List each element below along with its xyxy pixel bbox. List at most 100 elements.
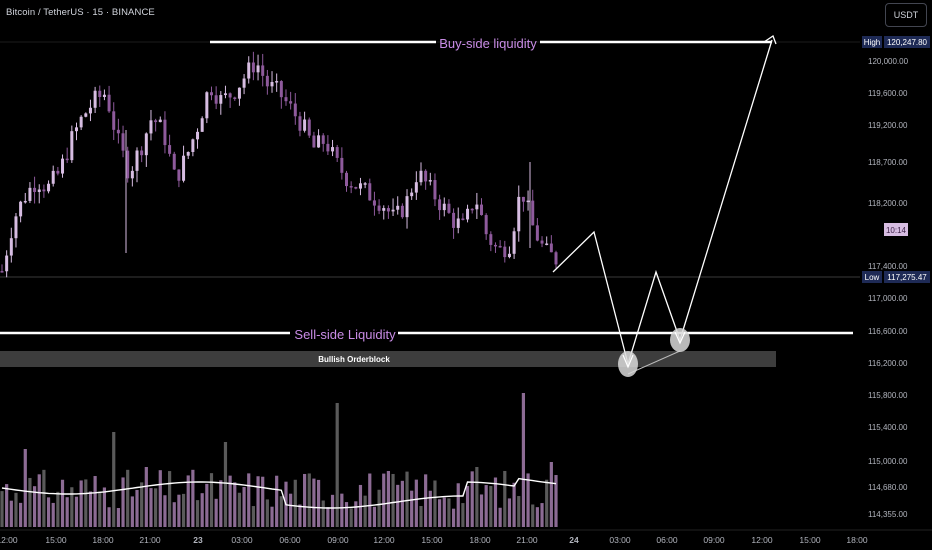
candle-body bbox=[219, 95, 223, 104]
candle-body bbox=[456, 218, 460, 228]
volume-bar bbox=[312, 478, 316, 527]
candle-timer: 10:14 bbox=[886, 226, 907, 235]
candle-body bbox=[466, 208, 470, 220]
volume-bar bbox=[154, 488, 158, 527]
volume-bar bbox=[223, 442, 228, 527]
candle-body bbox=[554, 252, 558, 265]
candle-body bbox=[158, 119, 162, 123]
candle-body bbox=[382, 208, 386, 211]
high-badge-value-bg bbox=[884, 36, 930, 48]
candle-body bbox=[363, 183, 367, 185]
volume-bar bbox=[554, 475, 558, 527]
volume-bar bbox=[242, 487, 246, 527]
candle-body bbox=[265, 75, 269, 87]
volume-bar bbox=[545, 479, 549, 527]
candle-body bbox=[107, 94, 111, 112]
candle-body bbox=[293, 103, 297, 117]
candle-body bbox=[9, 238, 13, 256]
candle-body bbox=[256, 65, 260, 73]
volume-bar bbox=[144, 467, 148, 527]
candle-body bbox=[102, 94, 106, 98]
candle-body bbox=[535, 225, 539, 241]
candle-body bbox=[56, 170, 60, 174]
x-tick-label: 15:00 bbox=[799, 535, 821, 545]
candle-body bbox=[144, 133, 148, 156]
volume-bar bbox=[205, 483, 209, 527]
candle-body bbox=[405, 196, 409, 218]
volume-bar bbox=[465, 485, 470, 527]
candle-body bbox=[298, 116, 302, 131]
candle-body bbox=[340, 157, 344, 173]
candle-body bbox=[545, 243, 549, 246]
candle-body bbox=[233, 97, 237, 99]
volume-bar bbox=[400, 480, 404, 527]
volume-bar bbox=[289, 493, 293, 527]
candle-timer-bg bbox=[884, 223, 908, 236]
volume-bar bbox=[60, 479, 65, 527]
y-tick-label: 115,800.00 bbox=[868, 391, 908, 400]
candle-body bbox=[400, 205, 404, 218]
x-tick-label: 15:00 bbox=[45, 535, 67, 545]
volume-bar bbox=[391, 473, 395, 527]
candle-body bbox=[93, 90, 97, 108]
currency-selector[interactable]: USDT bbox=[885, 3, 927, 27]
x-tick-label: 18:00 bbox=[469, 535, 491, 545]
candle-body bbox=[14, 216, 18, 239]
x-tick-label: 23 bbox=[193, 535, 203, 545]
y-tick-label: 119,200.00 bbox=[868, 121, 908, 130]
volume-bar bbox=[37, 474, 41, 527]
candle-body bbox=[154, 120, 158, 123]
candle-body bbox=[349, 186, 353, 188]
low-badge-label: Low bbox=[865, 273, 880, 282]
candle-body bbox=[196, 131, 200, 140]
y-tick-label: 114,680.00 bbox=[868, 483, 908, 492]
volume-bar bbox=[228, 475, 232, 527]
candle-body bbox=[270, 82, 274, 87]
volume-bar bbox=[116, 508, 120, 527]
x-tick-label: 21:00 bbox=[516, 535, 538, 545]
candle-body bbox=[200, 118, 204, 132]
volume-bar bbox=[349, 508, 353, 527]
volume-bar bbox=[293, 479, 297, 527]
x-tick-label: 06:00 bbox=[656, 535, 678, 545]
candle-body bbox=[261, 65, 265, 76]
volume-bar bbox=[28, 477, 32, 527]
volume-bar bbox=[414, 479, 418, 527]
candle-body bbox=[512, 231, 516, 254]
volume-bar bbox=[363, 495, 367, 527]
volume-bar bbox=[479, 494, 484, 527]
y-tick-label: 116,200.00 bbox=[868, 359, 908, 368]
volume-bar bbox=[181, 493, 186, 527]
candle-body bbox=[98, 90, 102, 98]
candle-body bbox=[182, 155, 186, 181]
candle-body bbox=[391, 209, 395, 212]
volume-bar bbox=[195, 500, 200, 527]
candle-body bbox=[540, 240, 544, 244]
volume-bar bbox=[79, 480, 83, 527]
candle-body bbox=[191, 139, 195, 152]
candle-body bbox=[321, 135, 325, 144]
volume-bar bbox=[93, 476, 97, 527]
projection-arrowhead bbox=[763, 35, 777, 45]
volume-bar bbox=[517, 496, 521, 527]
candle-body bbox=[531, 200, 535, 226]
x-tick-label: 18:00 bbox=[92, 535, 114, 545]
buy-side-label: Buy-side liquidity bbox=[439, 36, 537, 51]
candle-body bbox=[358, 183, 362, 189]
candle-body bbox=[47, 183, 51, 192]
volume-bar bbox=[344, 502, 349, 527]
volume-bar bbox=[237, 492, 242, 527]
candle-body bbox=[172, 153, 176, 170]
candle-body bbox=[209, 92, 213, 96]
volume-bar bbox=[512, 482, 516, 527]
volume-bar bbox=[428, 490, 432, 527]
candle-body bbox=[112, 111, 116, 130]
volume-bar bbox=[326, 507, 330, 527]
y-tick-label: 115,000.00 bbox=[868, 457, 908, 466]
candle-body bbox=[149, 120, 153, 134]
candle-body bbox=[79, 116, 83, 128]
y-tick-label: 117,400.00 bbox=[868, 262, 908, 271]
volume-bar bbox=[23, 449, 27, 527]
candle-body bbox=[484, 215, 488, 235]
